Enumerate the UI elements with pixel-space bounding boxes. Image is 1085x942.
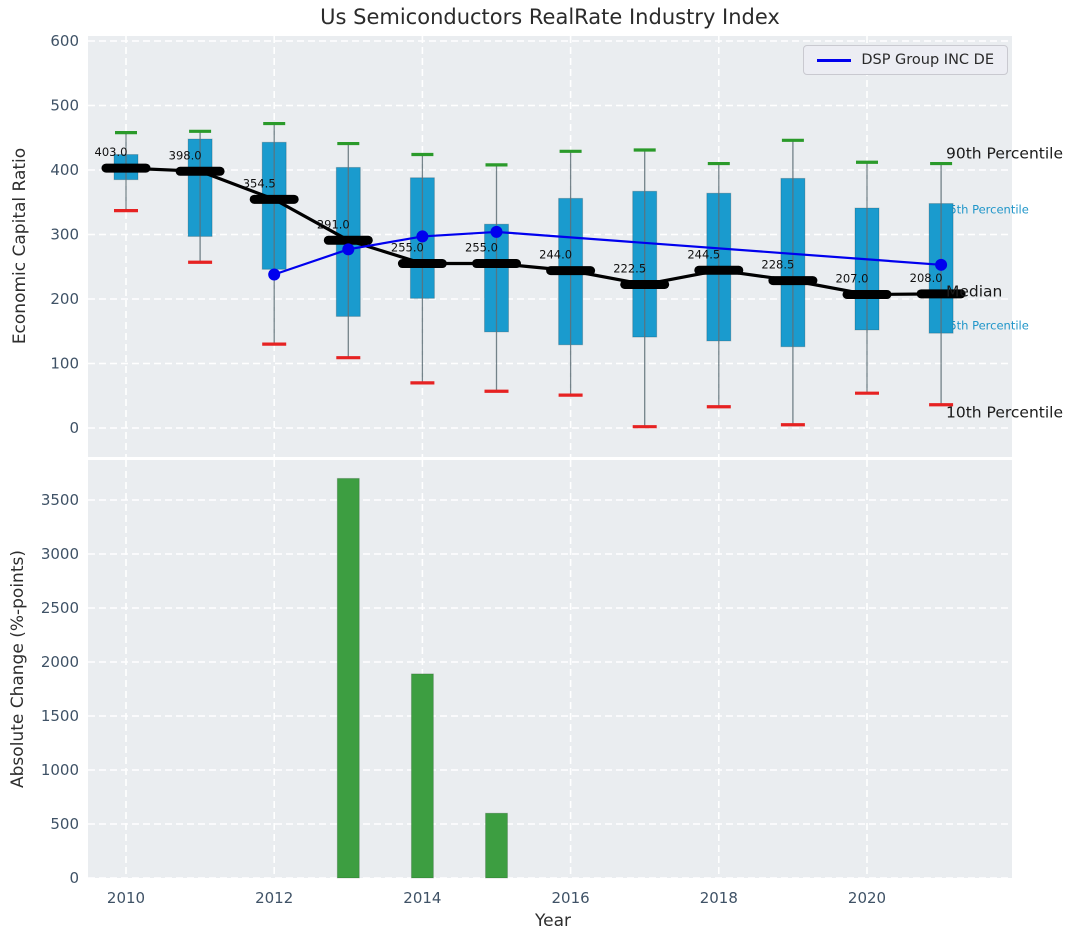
median-annotation-2020: 207.0 — [836, 271, 869, 285]
median-annotation-2019: 228.5 — [761, 258, 794, 272]
median-annotation-2016: 244.0 — [539, 248, 572, 262]
x-tick-label: 2016 — [552, 889, 590, 907]
median-annotation-2010: 403.0 — [95, 145, 128, 159]
bottom-y-tick-label: 2000 — [41, 653, 79, 671]
chart-title: Us Semiconductors RealRate Industry Inde… — [320, 5, 780, 29]
top-y-tick-label: 200 — [50, 290, 79, 308]
company-point-2014 — [416, 230, 429, 243]
x-tick-label: 2010 — [107, 889, 145, 907]
x-tick-label: 2018 — [700, 889, 738, 907]
x-tick-label: 2014 — [403, 889, 441, 907]
median-annotation-2017: 222.5 — [613, 261, 646, 275]
legend-label: DSP Group INC DE — [861, 52, 994, 68]
bottom-y-tick-label: 1000 — [41, 761, 79, 779]
company-point-2013 — [342, 243, 355, 256]
bar-2013 — [336, 477, 360, 879]
bottom-y-tick-label: 3500 — [41, 491, 79, 509]
bottom-y-tick-label: 0 — [69, 869, 79, 887]
legend-line-swatch — [817, 58, 852, 62]
x-tick-label: 2020 — [848, 889, 886, 907]
median-annotation-2012: 354.5 — [243, 176, 276, 190]
median-annotation-2013: 291.0 — [317, 217, 350, 231]
median-annotation-2015: 255.0 — [465, 241, 498, 255]
median-annotation-2014: 255.0 — [391, 241, 424, 255]
bottom-y-tick-label: 1500 — [41, 707, 79, 725]
top-y-tick-label: 100 — [50, 355, 79, 373]
legend: DSP Group INC DE — [803, 45, 1008, 75]
company-point-2021 — [935, 258, 948, 271]
x-tick-label: 2012 — [255, 889, 293, 907]
median-annotation-2021: 208.0 — [910, 271, 943, 285]
y-axis-label-top: Economic Capital Ratio — [10, 147, 30, 345]
company-point-2015 — [490, 225, 503, 238]
bottom-y-tick-label: 3000 — [41, 545, 79, 563]
top-y-tick-label: 0 — [69, 419, 79, 437]
bar-2015 — [485, 812, 508, 879]
y-axis-label-bottom: Absolute Change (%-points) — [8, 550, 28, 788]
top-y-tick-label: 400 — [50, 161, 79, 179]
company-point-2012 — [268, 268, 281, 281]
top-y-tick-label: 500 — [50, 97, 79, 115]
median-annotation-2018: 244.5 — [687, 247, 720, 261]
bottom-y-tick-label: 500 — [50, 815, 79, 833]
bottom-plot-bg — [88, 460, 1012, 878]
bottom-y-tick-label: 2500 — [41, 599, 79, 617]
top-y-tick-label: 600 — [50, 32, 79, 50]
median-annotation-2011: 398.0 — [169, 148, 202, 162]
bar-2014 — [410, 673, 434, 879]
x-axis-label: Year — [535, 911, 571, 931]
top-y-tick-label: 300 — [50, 226, 79, 244]
